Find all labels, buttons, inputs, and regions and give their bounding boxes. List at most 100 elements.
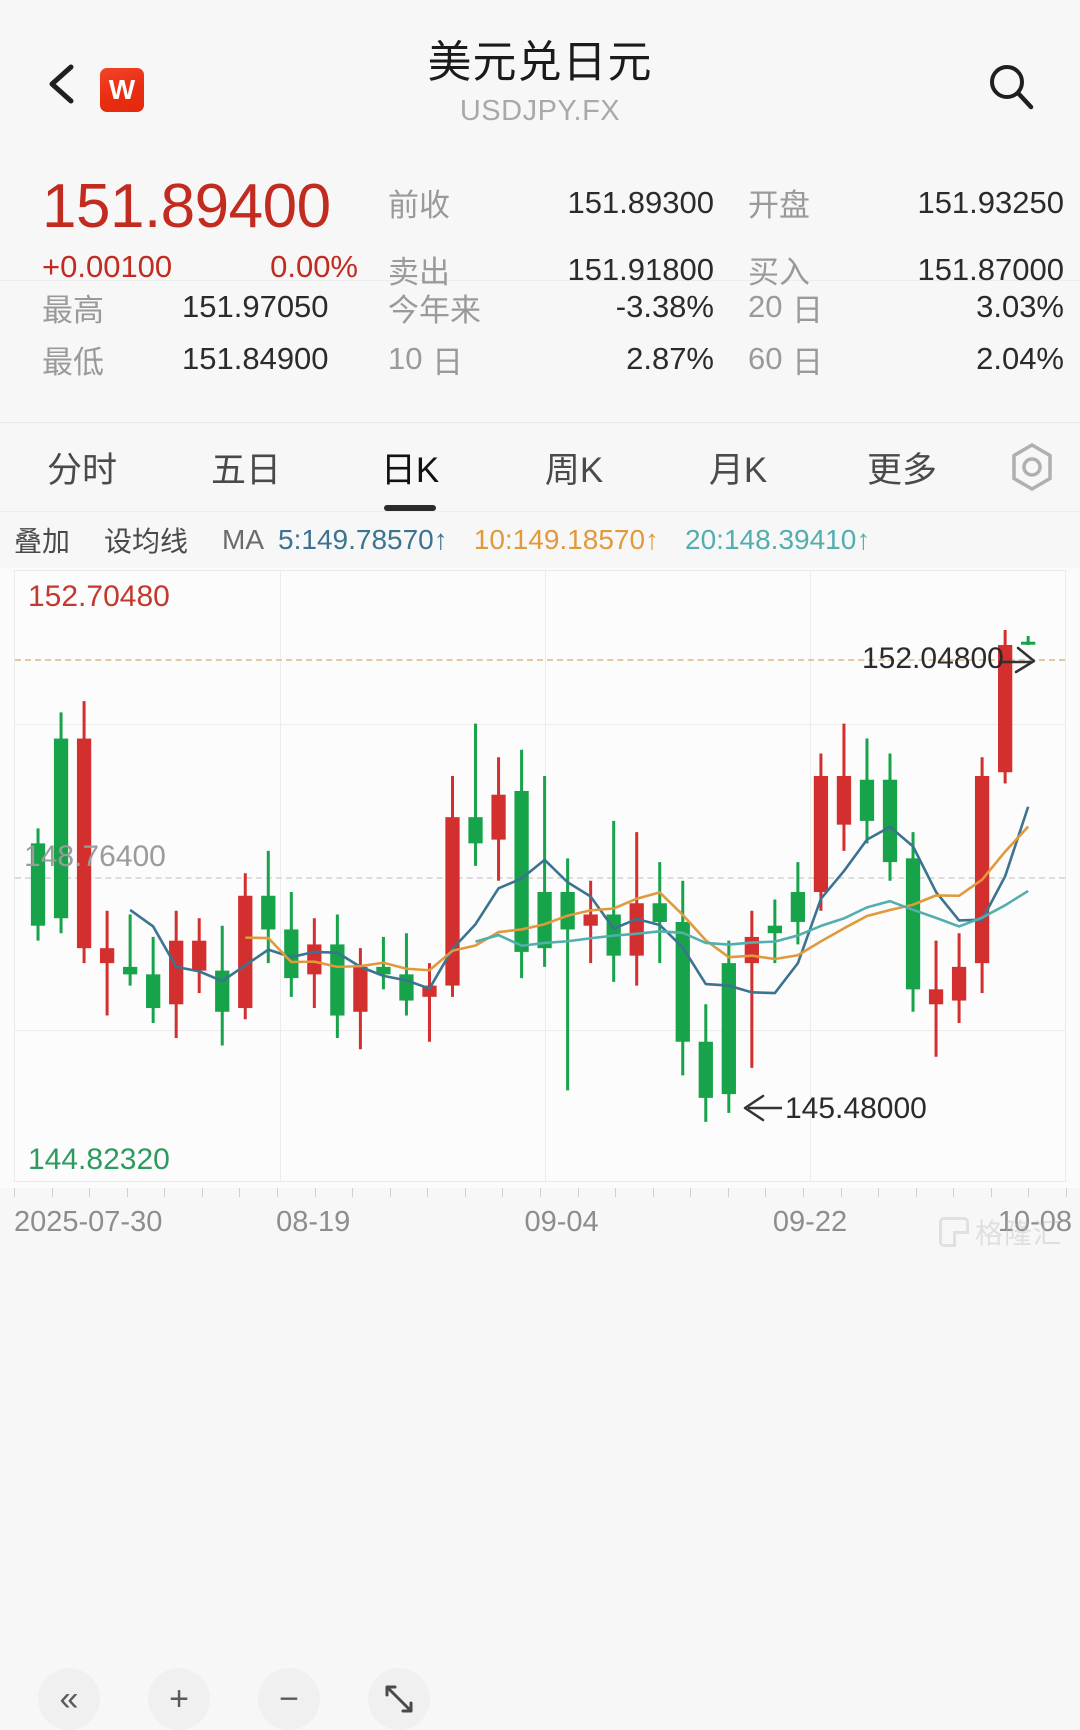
stats-grid: 最高 151.97050 今年来 -3.38% 20 日 3.03% 最 (0, 281, 1080, 385)
ytd-value: -3.38% (615, 289, 714, 324)
open-label: 开盘 (748, 188, 810, 223)
prev-close-label: 前收 (388, 188, 450, 223)
tab-weekly-k[interactable]: 周K (492, 442, 656, 493)
x-axis-tick (502, 1188, 504, 1197)
x-axis-tick (915, 1188, 917, 1197)
tab-fenshi[interactable]: 分时 (0, 442, 164, 493)
tab-daily-k[interactable]: 日K (328, 442, 492, 511)
x-axis-label: 09-22 (772, 1206, 848, 1238)
back-chevron-icon[interactable] (44, 62, 78, 106)
high-value: 151.97050 (182, 289, 329, 324)
d20-value: 3.03% (976, 289, 1064, 324)
ma10-value: 10:149.18570↑ (473, 524, 660, 555)
low-annotation-label: 145.48000 (785, 1092, 927, 1125)
fullscreen-icon[interactable] (368, 1668, 430, 1730)
prev-close-value: 151.89300 (567, 184, 714, 220)
tab-label: 五日 (210, 450, 281, 490)
app-header: W 美元兑日元 USDJPY.FX (0, 0, 1080, 160)
ma5-value: 5:149.78570↑ (278, 524, 448, 555)
x-axis-tick (14, 1188, 15, 1197)
quote-divider (0, 280, 1080, 281)
x-axis-label: 10-08 (997, 1206, 1072, 1238)
stats-row: 最高 151.97050 今年来 -3.38% 20 日 3.03% (0, 281, 1080, 333)
ma20-value: 20:148.39410↑ (685, 524, 871, 555)
open-value: 151.93250 (917, 184, 1064, 220)
title-block: 美元兑日元 USDJPY.FX (0, 38, 1080, 128)
change-absolute: +0.00100 (42, 248, 173, 284)
stats-row: 最低 151.84900 10 日 2.87% 60 日 2.04% (0, 333, 1080, 385)
bid-value: 151.87000 (917, 251, 1064, 287)
tab-label: 分时 (46, 450, 117, 490)
x-axis-tick (51, 1188, 53, 1197)
price-block: 151.89400 +0.00100 0.00% (0, 172, 380, 285)
d10-cell: 10 日 2.87% (380, 337, 730, 382)
bid-label: 买入 (748, 255, 810, 290)
x-axis-tick (990, 1188, 992, 1197)
ytd-label: 今年来 (388, 292, 481, 328)
reference-line-mid (15, 877, 1065, 879)
chart-controls: « + − (38, 1668, 430, 1730)
x-axis-tick (652, 1188, 654, 1197)
chart-plot-area[interactable] (14, 570, 1066, 1182)
x-axis-ticks (14, 1188, 1067, 1200)
search-icon[interactable] (984, 60, 1038, 114)
overlay-button[interactable]: 叠加 (14, 526, 71, 557)
x-axis-label: 08-19 (276, 1206, 351, 1238)
d60-cell: 60 日 2.04% (730, 337, 1080, 382)
hex-settings-icon[interactable] (984, 442, 1080, 492)
tab-monthly-k[interactable]: 月K (656, 442, 820, 493)
collapse-left-icon[interactable]: « (38, 1668, 100, 1730)
low-label: 最低 (42, 344, 104, 380)
x-axis-tick (201, 1188, 203, 1197)
ma-label: MA (222, 524, 265, 555)
ask-label: 卖出 (388, 255, 450, 290)
d60-value: 2.04% (976, 341, 1064, 376)
x-axis-tick (389, 1188, 391, 1197)
x-axis-tick (464, 1188, 466, 1197)
site-watermark: 格隆汇 (938, 1212, 1062, 1252)
tab-label: 日K (380, 450, 440, 490)
set-ma-button[interactable]: 设均线 (104, 526, 189, 557)
watermark-text: 格隆汇 (974, 1218, 1062, 1249)
x-axis-tick (239, 1188, 241, 1197)
tab-five-day[interactable]: 五日 (164, 442, 328, 493)
axis-label-bottom: 144.82320 (28, 1143, 170, 1176)
brand-logo[interactable]: W (100, 68, 144, 112)
axis-label-top: 152.70480 (28, 580, 170, 613)
gridline-horizontal (15, 1030, 1065, 1031)
x-axis-label: 09-04 (524, 1206, 599, 1238)
low-value: 151.84900 (182, 341, 329, 376)
d10-label: 10 日 (388, 341, 463, 380)
ma-indicator-bar: 叠加 设均线 MA 5:149.78570↑ 10:149.18570↑ 20:… (0, 512, 1080, 568)
x-axis-labels: 2025-07-30 08-19 09-04 09-22 10-08 (0, 1206, 1080, 1246)
x-axis-tick (314, 1188, 316, 1197)
last-price: 151.89400 (42, 172, 331, 241)
x-axis-tick (803, 1188, 804, 1197)
x-axis-tick (615, 1188, 617, 1197)
quote-col-3: 开盘 151.93250 买入 151.87000 (730, 174, 1080, 292)
symbol-code: USDJPY.FX (459, 94, 621, 127)
candles-layer (30, 630, 1036, 1122)
tab-label: 月K (708, 450, 768, 490)
x-axis-tick (352, 1188, 354, 1197)
high-annotation-label: 152.04800 (862, 642, 1004, 675)
low-cell: 最低 151.84900 (0, 337, 380, 382)
d20-label: 20 日 (748, 289, 823, 328)
gridline-horizontal (15, 724, 1065, 725)
x-axis-tick (577, 1188, 579, 1197)
x-axis-tick (427, 1188, 429, 1197)
d10-value: 2.87% (626, 341, 714, 376)
tab-label: 周K (544, 450, 604, 490)
d60-label: 60 日 (748, 341, 823, 380)
tab-more[interactable]: 更多 (820, 442, 984, 493)
ask-value: 151.91800 (567, 251, 714, 287)
watermark-logo-icon (938, 1217, 969, 1247)
gridline-vertical (810, 571, 811, 1181)
zoom-out-icon[interactable]: − (258, 1668, 320, 1730)
zoom-in-icon[interactable]: + (148, 1668, 210, 1730)
chart-period-tabs: 分时 五日 日K 周K 月K 更多 (0, 422, 1080, 512)
x-axis-tick (89, 1188, 91, 1197)
quote-col-2: 前收 151.89300 卖出 151.91800 (380, 174, 730, 292)
candlestick-chart[interactable]: 152.70480 148.76400 144.82320 « + − (0, 568, 1080, 1730)
